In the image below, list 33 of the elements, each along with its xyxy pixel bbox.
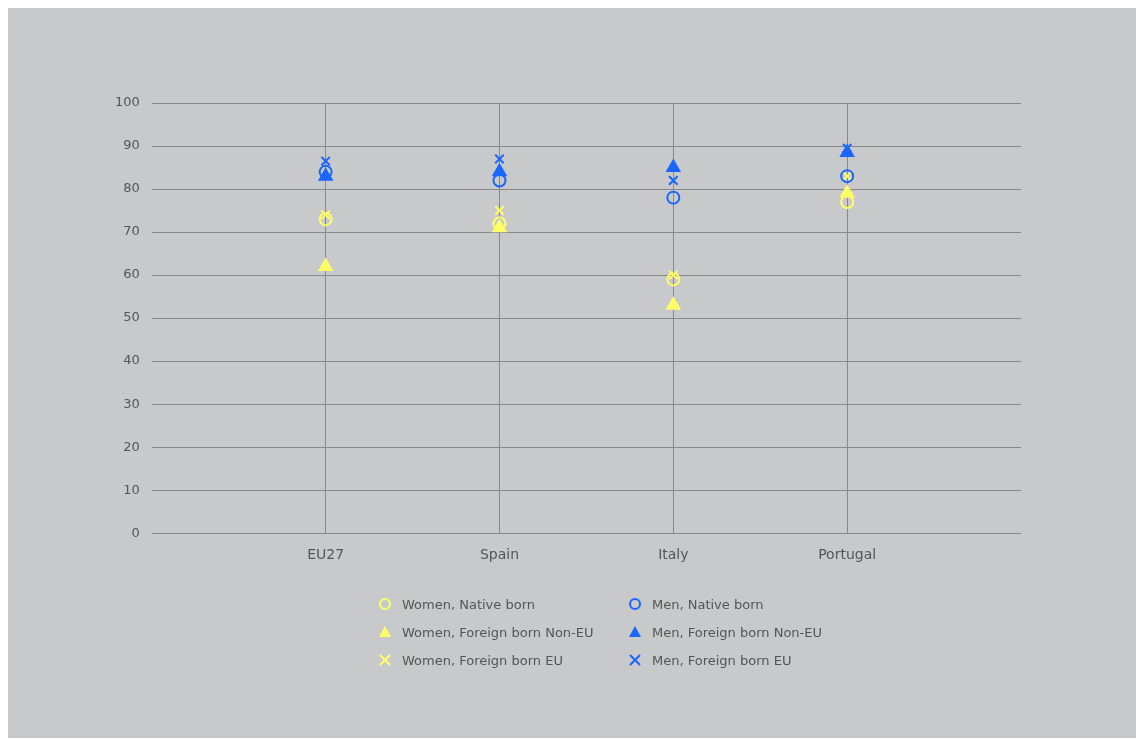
point: [666, 190, 681, 205]
x-tick-label: Portugal: [818, 546, 877, 563]
point: [318, 212, 333, 227]
x-tick-label: Italy: [658, 546, 689, 563]
point: [668, 269, 679, 281]
y-tick-label: 40: [123, 352, 140, 368]
legend-label: Men, Foreign born EU: [652, 652, 792, 668]
legend-label: Women, Native born: [402, 596, 535, 612]
point: [666, 297, 681, 310]
x-tick-label: EU27: [307, 546, 345, 563]
legend-label: Men, Foreign born Non-EU: [652, 624, 823, 640]
point: [666, 272, 681, 287]
legend-label: Women, Foreign born EU: [402, 652, 563, 668]
y-tick-label: 20: [123, 438, 140, 454]
y-tick-label: 0: [131, 524, 140, 540]
y-tick-label: 50: [123, 309, 140, 325]
point: [494, 205, 505, 216]
y-tick-label: 30: [123, 395, 140, 411]
x-tick-label: Spain: [479, 546, 520, 563]
legend-label: Men, Native born: [652, 596, 764, 612]
y-tick-label: 100: [114, 94, 140, 110]
point: [666, 159, 681, 173]
y-tick-label: 90: [123, 137, 140, 153]
point: [494, 153, 505, 165]
point: [668, 175, 679, 186]
point: [320, 209, 331, 221]
y-tick-label: 80: [123, 180, 140, 196]
point: [320, 155, 331, 167]
y-tick-label: 60: [123, 266, 140, 282]
y-tick-label: 10: [123, 481, 140, 497]
y-tick-label: 70: [123, 223, 140, 239]
point: [318, 258, 333, 271]
legend-label: Women, Foreign born Non-EU: [402, 624, 594, 640]
